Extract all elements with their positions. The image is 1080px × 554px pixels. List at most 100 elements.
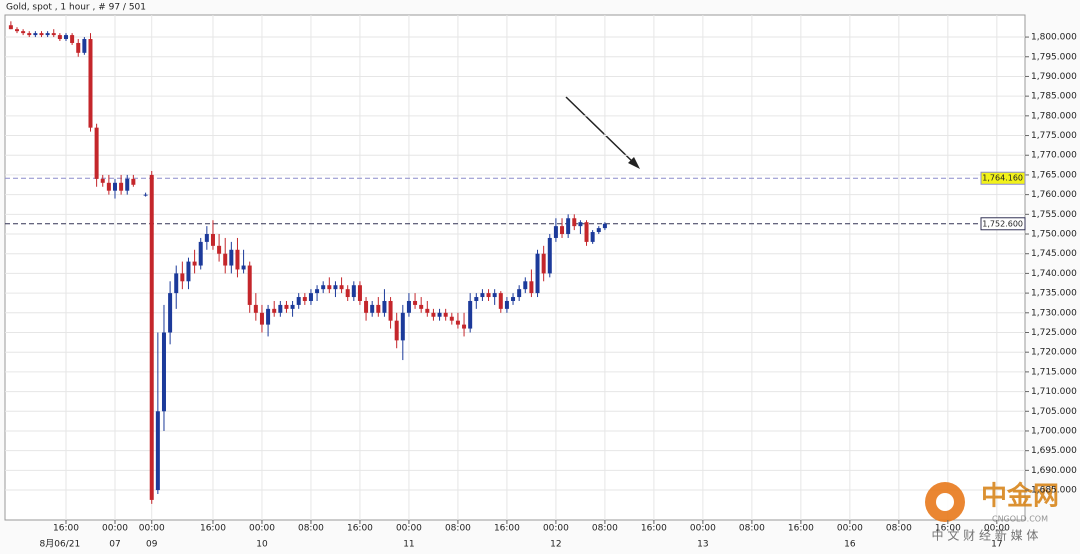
candle-body	[125, 178, 130, 191]
candle-body	[474, 297, 479, 301]
x-tick-label: 08:00	[886, 524, 912, 534]
x-tick-label: 08:00	[592, 524, 618, 534]
candle-body	[517, 289, 522, 298]
x-tick-label: 00:00	[249, 524, 275, 534]
candle-body	[566, 218, 571, 235]
candle-body	[284, 304, 289, 309]
candle-body	[370, 304, 375, 313]
candle-body	[388, 300, 393, 321]
annotation-arrow	[565, 96, 637, 166]
x-tick-label: 16:00	[788, 524, 814, 534]
candle-body	[413, 300, 418, 305]
y-tick-label: 1,720.000	[1031, 348, 1077, 358]
x-tick-label: 16:00	[347, 524, 373, 534]
candle-body	[602, 223, 607, 229]
candle-body	[425, 308, 430, 313]
watermark-tagline: 中 文 财 经 新 媒 体	[932, 528, 1039, 543]
candle-body	[210, 234, 215, 246]
watermark-name: 中金网	[981, 481, 1059, 512]
candle-body	[437, 312, 442, 317]
candle-body	[333, 285, 338, 290]
candle-body	[596, 228, 601, 233]
candle-body	[553, 226, 558, 238]
candle-body	[339, 285, 344, 290]
y-tick-label: 1,705.000	[1031, 407, 1077, 417]
candle-body	[88, 39, 93, 128]
candle-body	[217, 245, 222, 254]
candle-body	[541, 253, 546, 274]
candle-body	[161, 332, 166, 412]
x-tick-label: 00:00	[984, 524, 1010, 534]
x-tick-label: 00:00	[690, 524, 716, 534]
candle-body	[492, 293, 497, 298]
candle-body	[529, 281, 534, 294]
y-tick-label: 1,735.000	[1031, 289, 1077, 299]
candle-body	[315, 289, 320, 294]
candle-body	[308, 293, 313, 301]
y-tick-label: 1,765.000	[1031, 170, 1077, 180]
y-tick-label: 1,740.000	[1031, 269, 1077, 279]
x-date-label: 12	[550, 540, 561, 550]
candle-body	[351, 285, 356, 298]
candle-body	[33, 33, 38, 36]
y-tick-label: 1,790.000	[1031, 72, 1077, 82]
candle-body	[468, 300, 473, 329]
x-date-label: 10	[256, 540, 268, 550]
candle-body	[321, 285, 326, 290]
candle-body	[511, 297, 516, 301]
y-tick-label: 1,710.000	[1031, 387, 1077, 397]
candle-body	[584, 222, 589, 242]
candle-body	[302, 297, 307, 301]
y-tick-label: 1,685.000	[1031, 486, 1077, 496]
y-tick-label: 1,760.000	[1031, 190, 1077, 200]
candle-body	[21, 31, 26, 34]
candle-body	[572, 218, 577, 227]
candle-body	[364, 300, 369, 313]
y-tick-label: 1,770.000	[1031, 151, 1077, 161]
candle-body	[198, 241, 203, 266]
x-date-label: 07	[109, 540, 120, 550]
candle-body	[229, 249, 234, 266]
reference-label: 1,752.600	[982, 219, 1023, 228]
x-tick-label: 16:00	[53, 524, 79, 534]
candle-body	[45, 33, 50, 36]
x-tick-label: 00:00	[396, 524, 422, 534]
candle-body	[376, 304, 381, 313]
x-tick-label: 16:00	[641, 524, 667, 534]
candle-body	[498, 293, 503, 309]
candle-body	[223, 253, 228, 266]
candle-body	[63, 35, 68, 40]
x-date-label: 09	[146, 540, 158, 550]
candle-body	[382, 300, 387, 313]
candle-body	[186, 261, 191, 282]
reference-label-box	[980, 171, 1026, 185]
candle-body	[100, 178, 105, 183]
candle-body	[266, 308, 271, 325]
y-tick-label: 1,750.000	[1031, 230, 1077, 240]
candle-body	[400, 312, 405, 341]
reference-label-box	[980, 217, 1026, 231]
candle-body	[70, 35, 75, 43]
plot-area	[4, 14, 1026, 521]
candle-body	[235, 249, 240, 270]
y-tick-label: 1,745.000	[1031, 249, 1077, 259]
x-date-label: 16	[844, 540, 856, 550]
x-tick-label: 00:00	[837, 524, 863, 534]
y-tick-label: 1,785.000	[1031, 92, 1077, 102]
candle-body	[523, 281, 528, 290]
candle-body	[57, 35, 62, 40]
x-tick-label: 16:00	[494, 524, 520, 534]
x-tick-label: 00:00	[139, 524, 165, 534]
candle-body	[578, 222, 583, 227]
candle-body	[278, 304, 283, 313]
candle-body	[345, 289, 350, 298]
x-tick-label: 16:00	[935, 524, 961, 534]
watermark: 中金网 CNGOLD.COM 中 文 财 经 新 媒 体	[925, 481, 1059, 543]
chart-title: Gold, spot , 1 hour , # 97 / 501	[6, 3, 146, 13]
candle-body	[296, 297, 301, 305]
reference-label: 1,764.160	[982, 174, 1023, 183]
watermark-site: CNGOLD.COM	[992, 515, 1048, 524]
candle-body	[449, 316, 454, 321]
